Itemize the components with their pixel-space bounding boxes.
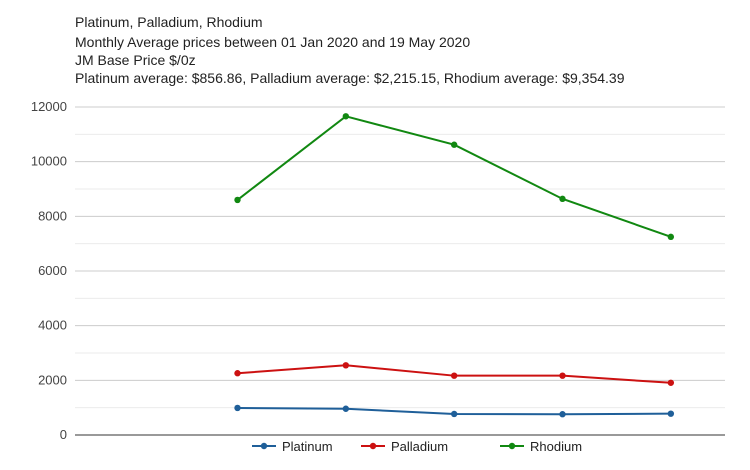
- y-tick-label: 0: [60, 427, 67, 442]
- legend-item-palladium: Palladium: [361, 439, 448, 454]
- y-tick-label: 12000: [31, 99, 67, 114]
- legend-label-palladium: Palladium: [391, 439, 448, 454]
- legend-item-rhodium: Rhodium: [500, 439, 582, 454]
- legend-marker-palladium: [369, 442, 377, 450]
- data-point-rhodium: [559, 195, 566, 203]
- gridlines: [75, 106, 725, 409]
- y-tick-label: 8000: [38, 208, 67, 223]
- data-point-rhodium: [667, 233, 675, 241]
- data-point-palladium: [450, 372, 458, 379]
- legend-marker-rhodium: [508, 442, 516, 450]
- chart-subtitle-3: Platinum average: $856.86, Palladium ave…: [75, 70, 625, 86]
- legend: Platinum Palladium Rhodium: [252, 439, 582, 454]
- data-point-rhodium: [450, 141, 458, 148]
- data-point-palladium: [559, 372, 566, 379]
- legend-item-platinum: Platinum: [252, 439, 333, 454]
- legend-marker-platinum: [260, 442, 268, 450]
- legend-label-rhodium: Rhodium: [530, 439, 582, 454]
- series-palladium: [234, 362, 675, 386]
- data-point-palladium: [667, 379, 675, 386]
- data-point-palladium: [234, 370, 241, 377]
- y-tick-label: 2000: [38, 372, 67, 387]
- series-platinum: [234, 404, 675, 418]
- data-point-platinum: [234, 404, 241, 412]
- chart-title: Platinum, Palladium, Rhodium: [75, 14, 263, 30]
- chart-title-block: Platinum, Palladium, Rhodium Monthly Ave…: [75, 14, 625, 86]
- series-group: [234, 113, 675, 418]
- chart-subtitle-1: Monthly Average prices between 01 Jan 20…: [75, 34, 470, 50]
- y-tick-label: 4000: [38, 318, 67, 333]
- data-point-platinum: [667, 410, 675, 417]
- y-axis-ticks: 0 2000 4000 6000 8000 10000 12000: [31, 99, 67, 442]
- data-point-rhodium: [234, 196, 241, 204]
- data-point-rhodium: [342, 113, 350, 120]
- y-tick-label: 6000: [38, 263, 67, 278]
- series-rhodium: [234, 113, 675, 241]
- y-tick-label: 10000: [31, 154, 67, 169]
- chart-subtitle-2: JM Base Price $/0z: [75, 52, 196, 68]
- data-point-platinum: [450, 410, 458, 418]
- legend-label-platinum: Platinum: [282, 439, 333, 454]
- data-point-platinum: [559, 411, 566, 418]
- data-point-platinum: [342, 405, 350, 412]
- data-point-palladium: [342, 362, 350, 369]
